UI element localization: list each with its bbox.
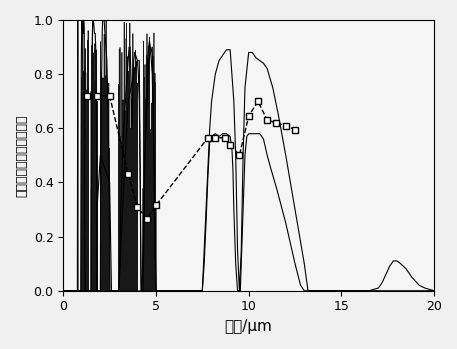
Y-axis label: 气体对红外辐射的透过率: 气体对红外辐射的透过率 (15, 114, 28, 196)
X-axis label: 波长/μm: 波长/μm (225, 319, 273, 334)
